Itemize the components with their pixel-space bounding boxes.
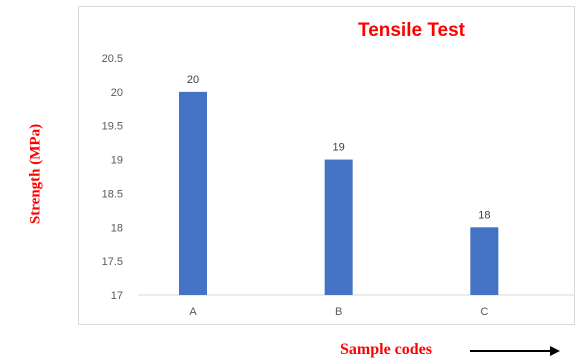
data-label: 18 <box>478 209 490 221</box>
bar-c <box>470 227 499 295</box>
y-tick-label: 20.5 <box>102 53 123 65</box>
arrow-right-icon <box>470 346 560 356</box>
y-tick-label: 20 <box>111 87 123 99</box>
y-tick-label: 18.5 <box>102 188 123 200</box>
data-label: 19 <box>333 142 345 154</box>
y-tick-label: 19.5 <box>102 121 123 133</box>
x-tick-label: A <box>189 306 197 318</box>
x-tick-label: C <box>480 306 488 318</box>
x-axis-title: Sample codes <box>340 341 432 358</box>
y-tick-label: 19 <box>111 155 123 167</box>
bar-b <box>324 159 353 295</box>
y-tick-label: 17.5 <box>102 256 123 268</box>
x-tick-label: B <box>335 306 342 318</box>
chart-title: Tensile Test <box>358 20 465 41</box>
bar-a <box>179 91 207 295</box>
data-label: 20 <box>187 74 199 86</box>
y-tick-label: 17 <box>111 290 123 302</box>
y-tick-label: 18 <box>111 222 123 234</box>
